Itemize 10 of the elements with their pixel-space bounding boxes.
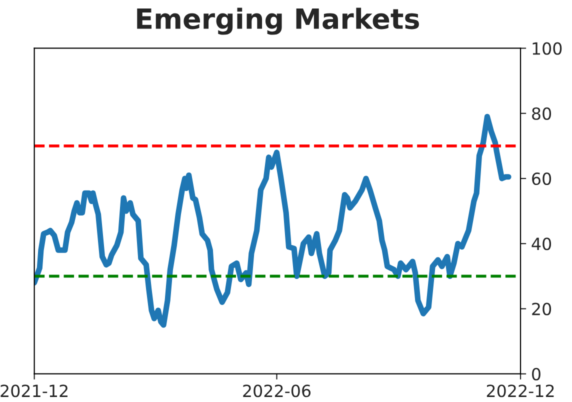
y-tick-label: 60 — [532, 172, 552, 186]
chart-title: Emerging Markets — [137, 8, 419, 35]
x-tick-label: 2022-12 — [486, 384, 554, 398]
x-tick-label: 2022-06 — [243, 384, 311, 398]
y-tick-label: 0 — [532, 368, 540, 380]
y-tick-label: 40 — [532, 238, 552, 250]
y-tick-label: 80 — [532, 107, 552, 120]
x-tick-label: 2021-12 — [0, 384, 68, 398]
y-tick-label: 100 — [532, 42, 562, 55]
y-tick-label: 20 — [532, 302, 552, 316]
